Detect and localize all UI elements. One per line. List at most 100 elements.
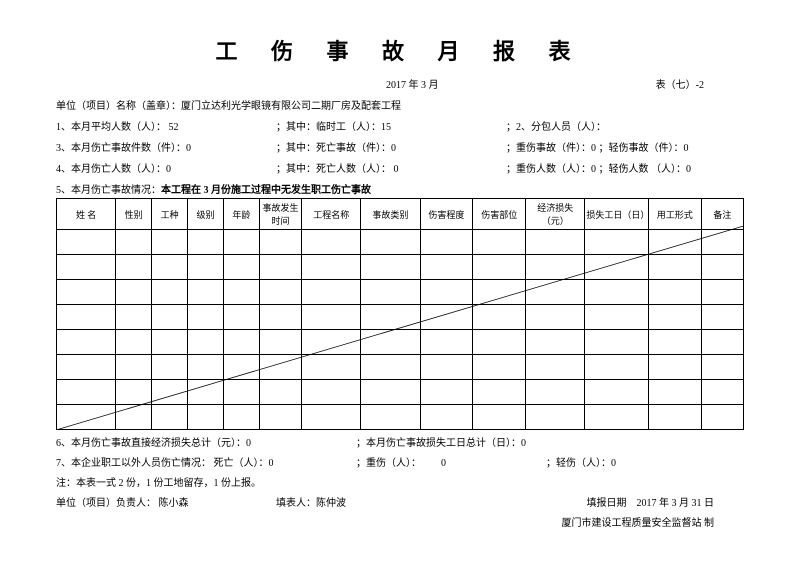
table-cell xyxy=(57,380,116,405)
table-row xyxy=(57,255,744,280)
col-header: 事故类别 xyxy=(361,199,420,230)
table-cell xyxy=(585,355,648,380)
line6-b: ；本月伤亡事故损失工日总计（日）：0 xyxy=(356,434,526,449)
table-cell xyxy=(473,355,526,380)
line7-a: 7、本企业职工以外人员伤亡情况： 死亡（人）：0 xyxy=(56,454,356,469)
table-cell xyxy=(188,230,224,255)
line-1: 1、本月平均人数（人）： 52 ；其中：临时工（人）：15 ；2、分包人员（人）… xyxy=(56,118,744,133)
table-cell xyxy=(223,405,259,430)
table-cell xyxy=(57,255,116,280)
table-cell xyxy=(701,305,743,330)
table-wrap: 姓 名性别工种级别年龄事故发生时间工程名称事故类别伤害程度伤害部位经济损失（元）… xyxy=(56,198,744,430)
table-cell xyxy=(701,230,743,255)
note-line: 注：本表一式 2 份，1 份工地留存，1 份上报。 xyxy=(56,474,744,489)
table-cell xyxy=(223,380,259,405)
col-header: 工程名称 xyxy=(302,199,361,230)
footer-org: 厦门市建设工程质量安全监督站 制 xyxy=(56,514,744,529)
table-cell xyxy=(526,355,585,380)
table-cell xyxy=(302,380,361,405)
line4-c: ；重伤人数（人）：0 ；轻伤人数 （人）：0 xyxy=(506,160,744,175)
table-cell xyxy=(223,230,259,255)
table-cell xyxy=(585,380,648,405)
table-row xyxy=(57,280,744,305)
table-cell xyxy=(152,305,188,330)
line-3: 3、本月伤亡事故件数（件）：0 ；其中：死亡事故（件）：0 ；重伤事故（件）：0… xyxy=(56,139,744,154)
table-cell xyxy=(57,405,116,430)
table-cell xyxy=(188,305,224,330)
table-cell xyxy=(648,230,701,255)
table-cell xyxy=(152,405,188,430)
table-cell xyxy=(259,380,301,405)
table-cell xyxy=(701,405,743,430)
table-cell xyxy=(152,380,188,405)
form-number: 表（七）-2 xyxy=(656,76,704,91)
table-cell xyxy=(361,405,420,430)
table-cell xyxy=(648,380,701,405)
table-cell xyxy=(188,280,224,305)
table-cell xyxy=(116,355,152,380)
table-body xyxy=(57,230,744,430)
table-cell xyxy=(223,355,259,380)
table-row xyxy=(57,305,744,330)
table-cell xyxy=(473,305,526,330)
table-cell xyxy=(188,330,224,355)
table-row xyxy=(57,405,744,430)
line4-a: 4、本月伤亡人数（人）：0 xyxy=(56,160,276,175)
table-cell xyxy=(585,255,648,280)
table-cell xyxy=(585,230,648,255)
table-cell xyxy=(420,305,473,330)
situation-line: 5、本月伤亡事故情况：本工程在 3 月份施工过程中无发生职工伤亡事故 xyxy=(56,181,744,196)
table-cell xyxy=(259,280,301,305)
table-cell xyxy=(259,355,301,380)
table-cell xyxy=(188,405,224,430)
col-header: 事故发生时间 xyxy=(259,199,301,230)
table-cell xyxy=(302,330,361,355)
table-cell xyxy=(116,405,152,430)
line7-c: ；轻伤（人）：0 xyxy=(546,454,616,469)
table-cell xyxy=(585,280,648,305)
table-cell xyxy=(302,255,361,280)
table-cell xyxy=(152,280,188,305)
table-cell xyxy=(585,305,648,330)
table-cell xyxy=(116,305,152,330)
table-cell xyxy=(648,305,701,330)
table-cell xyxy=(701,380,743,405)
table-cell xyxy=(361,255,420,280)
table-cell xyxy=(526,255,585,280)
table-cell xyxy=(420,280,473,305)
situation-bold: 本工程在 3 月份施工过程中无发生职工伤亡事故 xyxy=(161,185,371,196)
table-cell xyxy=(420,330,473,355)
sign-a: 单位（项目）负责人： 陈小森 xyxy=(56,494,276,509)
line3-b: ；其中：死亡事故（件）：0 xyxy=(276,139,506,154)
accident-table: 姓 名性别工种级别年龄事故发生时间工程名称事故类别伤害程度伤害部位经济损失（元）… xyxy=(56,198,744,430)
report-date: 2017 年 3 月 xyxy=(386,76,439,91)
table-cell xyxy=(526,330,585,355)
line-6: 6、本月伤亡事故直接经济损失总计（元）：0 ；本月伤亡事故损失工日总计（日）：0 xyxy=(56,434,744,449)
table-cell xyxy=(473,330,526,355)
table-cell xyxy=(701,280,743,305)
table-cell xyxy=(526,280,585,305)
table-cell xyxy=(223,305,259,330)
table-cell xyxy=(302,305,361,330)
table-cell xyxy=(473,405,526,430)
table-cell xyxy=(259,330,301,355)
table-cell xyxy=(188,380,224,405)
table-cell xyxy=(526,380,585,405)
table-cell xyxy=(526,405,585,430)
table-cell xyxy=(361,355,420,380)
situation-label: 5、本月伤亡事故情况： xyxy=(56,185,161,196)
col-header: 经济损失（元） xyxy=(526,199,585,230)
table-cell xyxy=(473,380,526,405)
table-cell xyxy=(57,305,116,330)
table-cell xyxy=(361,380,420,405)
line1-a: 1、本月平均人数（人）： 52 xyxy=(56,118,276,133)
col-header: 损失工日（日） xyxy=(585,199,648,230)
table-cell xyxy=(302,280,361,305)
table-cell xyxy=(361,330,420,355)
col-header: 伤害程度 xyxy=(420,199,473,230)
table-header-row: 姓 名性别工种级别年龄事故发生时间工程名称事故类别伤害程度伤害部位经济损失（元）… xyxy=(57,199,744,230)
col-header: 用工形式 xyxy=(648,199,701,230)
table-cell xyxy=(57,230,116,255)
table-cell xyxy=(223,255,259,280)
table-cell xyxy=(259,230,301,255)
